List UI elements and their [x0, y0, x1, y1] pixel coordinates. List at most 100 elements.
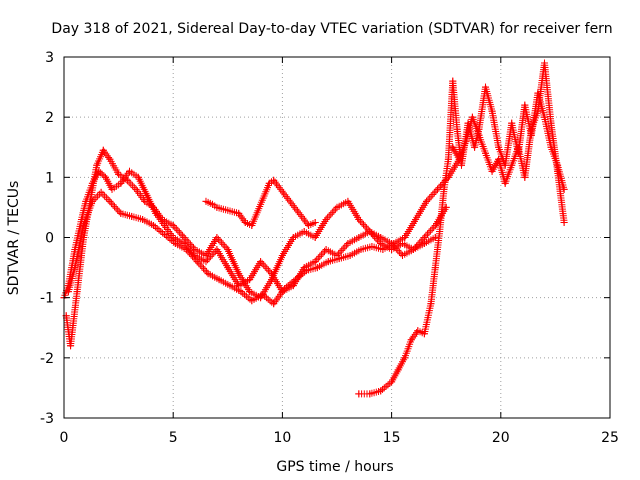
data-point	[73, 288, 81, 296]
data-point	[169, 221, 177, 229]
data-point	[488, 167, 496, 175]
data-point	[471, 143, 479, 151]
grid-layer	[64, 57, 610, 418]
data-point	[123, 176, 131, 184]
data-point	[409, 246, 417, 254]
data-point	[366, 227, 374, 235]
data-point	[433, 185, 441, 193]
data-point	[158, 215, 166, 223]
x-tick-label: 10	[273, 430, 291, 446]
data-point	[141, 197, 149, 205]
data-point	[521, 101, 529, 109]
data-point	[115, 170, 123, 178]
data-point	[540, 113, 548, 121]
data-point	[554, 167, 562, 175]
data-point	[289, 234, 297, 241]
ticks-layer: 0 5 10 15 20 25 -3 -2 -1 0 1 2 3	[40, 50, 619, 446]
data-point	[97, 188, 105, 196]
data-point	[106, 197, 114, 205]
point-markers	[202, 176, 319, 229]
data-point	[401, 234, 409, 241]
data-point	[482, 83, 490, 91]
data-point	[399, 252, 407, 260]
data-point	[420, 240, 428, 248]
series-trace-c	[64, 155, 463, 308]
y-axis-label: SDTVAR / TECUs	[6, 181, 22, 296]
data-point	[311, 218, 319, 226]
data-point	[514, 143, 522, 151]
data-point	[420, 330, 428, 338]
data-point	[414, 327, 422, 335]
data-point	[248, 221, 256, 229]
data-point	[305, 221, 313, 229]
data-point	[191, 246, 199, 254]
data-point	[209, 200, 217, 208]
data-point	[377, 387, 385, 395]
data-point	[449, 143, 457, 151]
data-point	[235, 270, 243, 278]
data-point	[292, 276, 300, 284]
data-point	[431, 264, 439, 272]
data-point	[117, 209, 125, 217]
data-point	[431, 221, 439, 229]
data-point	[270, 300, 278, 308]
x-tick-label: 0	[60, 430, 69, 446]
data-point	[224, 246, 232, 254]
data-point	[444, 155, 452, 163]
data-point	[281, 285, 289, 293]
data-point	[248, 297, 256, 305]
data-point	[139, 215, 147, 223]
data-point	[508, 119, 516, 127]
data-points-layer	[60, 59, 568, 398]
data-point	[344, 240, 352, 248]
data-point	[64, 288, 72, 296]
data-point	[88, 197, 96, 205]
y-tick-label: -3	[40, 411, 54, 427]
data-point	[495, 155, 503, 163]
data-point	[420, 234, 428, 241]
data-point	[457, 161, 465, 169]
data-point	[101, 173, 109, 181]
data-point	[80, 221, 88, 229]
data-point	[355, 215, 363, 223]
data-point	[117, 179, 125, 187]
data-point	[521, 173, 529, 181]
data-point	[412, 215, 420, 223]
y-tick-label: 2	[45, 110, 54, 126]
data-point	[440, 185, 448, 193]
data-point	[202, 197, 210, 205]
data-point	[534, 107, 542, 115]
data-point	[313, 264, 321, 272]
data-point	[108, 185, 116, 193]
data-point	[311, 234, 319, 241]
data-point	[357, 246, 365, 254]
series-trace-e	[449, 59, 568, 226]
series-trace-f	[202, 176, 319, 229]
data-point	[237, 288, 245, 296]
data-point	[355, 234, 363, 241]
y-tick-label: -2	[40, 351, 54, 367]
data-point	[436, 227, 444, 235]
data-point	[213, 234, 221, 241]
data-point	[143, 191, 151, 199]
x-tick-label: 5	[169, 430, 178, 446]
data-point	[246, 276, 254, 284]
data-point	[462, 137, 470, 145]
data-point	[106, 155, 114, 163]
data-point	[302, 267, 310, 275]
data-point	[71, 264, 79, 272]
data-point	[495, 143, 503, 151]
y-tick-label: -1	[40, 291, 54, 307]
data-point	[270, 176, 278, 184]
data-point	[488, 107, 496, 115]
data-point	[482, 149, 490, 157]
x-tick-label: 15	[383, 430, 401, 446]
data-point	[501, 179, 509, 187]
data-point	[453, 125, 461, 133]
data-point	[540, 59, 548, 67]
y-tick-label: 3	[45, 50, 54, 66]
data-point	[322, 215, 330, 223]
data-point	[401, 354, 409, 362]
data-point	[93, 161, 101, 169]
